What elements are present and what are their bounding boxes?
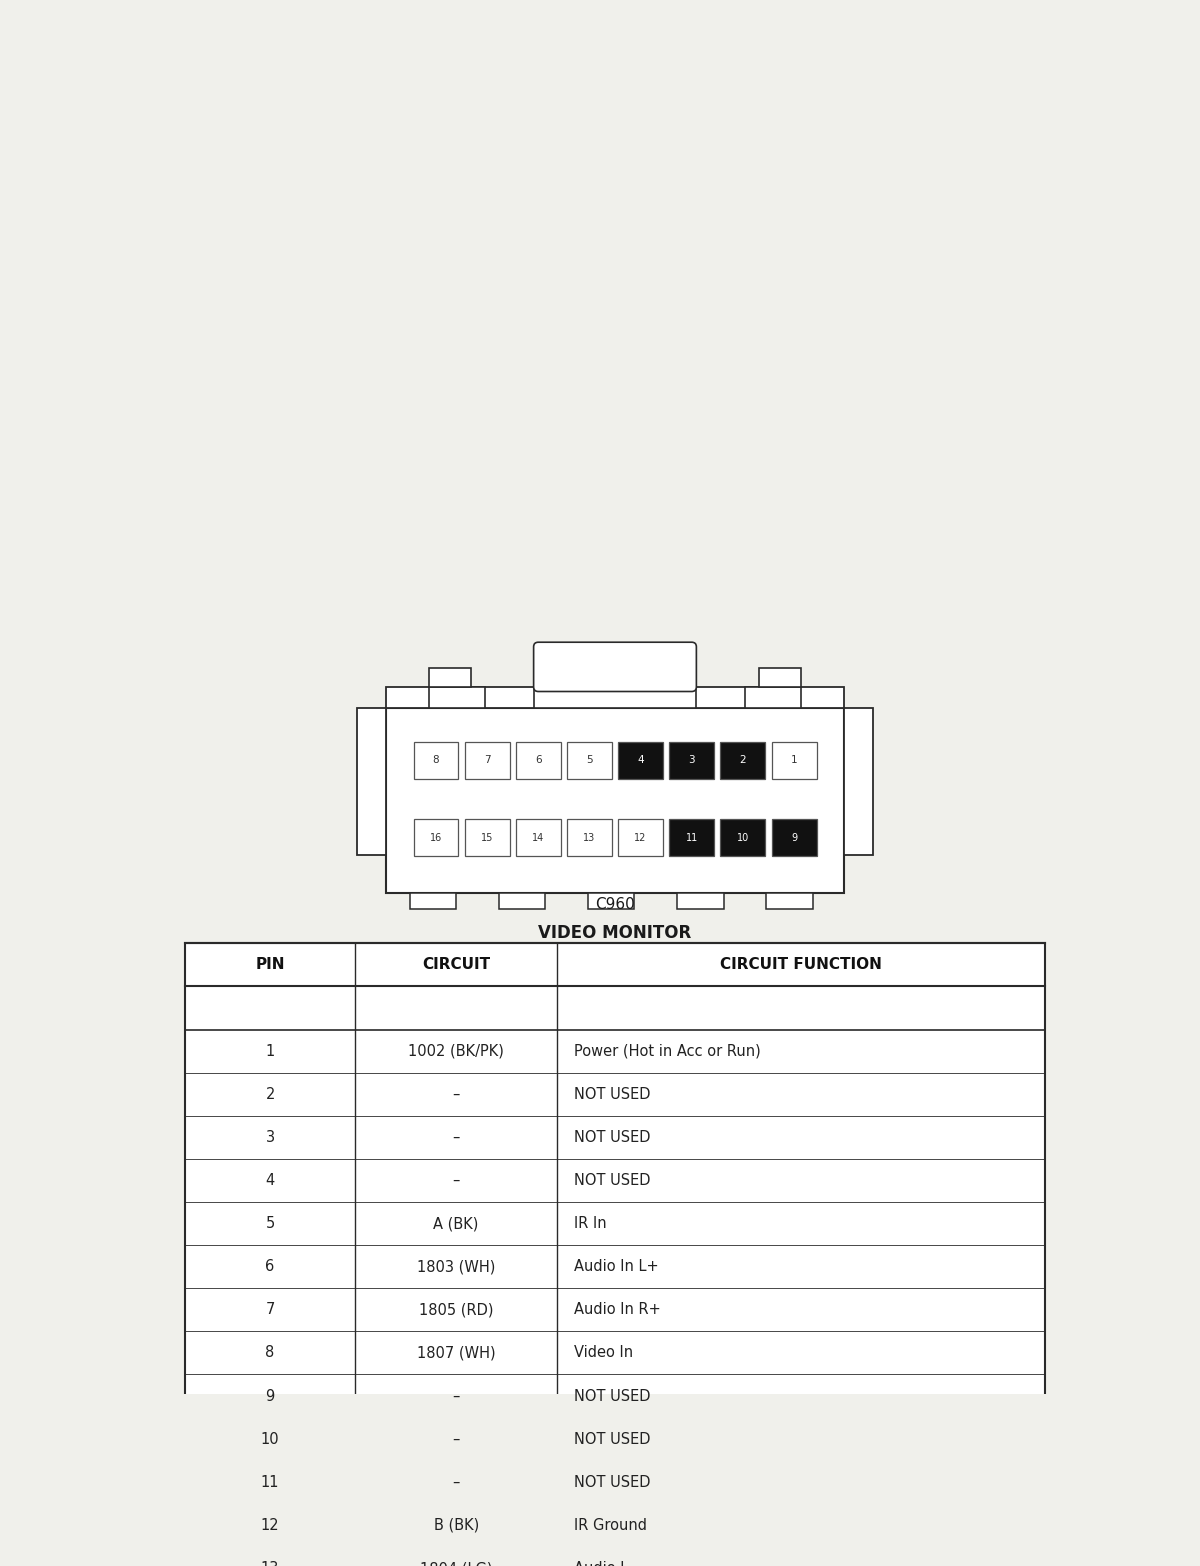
Text: –: – — [452, 1129, 460, 1145]
Bar — [414, 819, 458, 857]
Text: Audio L–: Audio L– — [574, 1561, 636, 1566]
Text: Video In: Video In — [574, 1345, 634, 1361]
Bar — [677, 893, 724, 908]
Text: 5: 5 — [586, 755, 593, 766]
Text: NOT USED: NOT USED — [574, 1389, 650, 1403]
Text: NOT USED: NOT USED — [574, 1431, 650, 1447]
Bar — [516, 819, 560, 857]
Bar — [745, 687, 802, 708]
Bar — [588, 893, 635, 908]
Bar — [499, 893, 545, 908]
Text: –: – — [452, 1431, 460, 1447]
Text: 8: 8 — [433, 755, 439, 766]
Text: 13: 13 — [260, 1561, 280, 1566]
Text: –: – — [452, 1173, 460, 1189]
Text: 2: 2 — [739, 755, 746, 766]
Text: 1804 (LG): 1804 (LG) — [420, 1561, 492, 1566]
Bar — [720, 819, 766, 857]
Text: 4: 4 — [265, 1173, 275, 1189]
Text: 11: 11 — [260, 1475, 280, 1489]
Text: IR Ground: IR Ground — [574, 1517, 647, 1533]
Text: Audio In L+: Audio In L+ — [574, 1259, 659, 1275]
Text: Power (Hot in Acc or Run): Power (Hot in Acc or Run) — [574, 1043, 761, 1059]
Text: 12: 12 — [260, 1517, 280, 1533]
Bar — [618, 742, 664, 778]
Text: 13: 13 — [583, 833, 595, 843]
FancyBboxPatch shape — [534, 642, 696, 692]
Text: VIDEO MONITOR: VIDEO MONITOR — [539, 924, 691, 943]
Text: 15: 15 — [481, 833, 493, 843]
Text: 9: 9 — [265, 1389, 275, 1403]
Text: B (BK): B (BK) — [433, 1517, 479, 1533]
Text: 11: 11 — [685, 833, 698, 843]
Bar — [534, 687, 696, 708]
Text: 5: 5 — [265, 1217, 275, 1231]
Text: 1805 (RD): 1805 (RD) — [419, 1303, 493, 1317]
Text: 6: 6 — [265, 1259, 275, 1275]
Text: 9: 9 — [791, 833, 797, 843]
Bar — [844, 708, 874, 855]
Text: 10: 10 — [737, 833, 749, 843]
Bar — [772, 742, 816, 778]
Text: –: – — [452, 1475, 460, 1489]
Text: CIRCUIT: CIRCUIT — [422, 957, 490, 972]
Text: 10: 10 — [260, 1431, 280, 1447]
Text: 8: 8 — [265, 1345, 275, 1361]
Bar — [766, 893, 812, 908]
Text: 1: 1 — [791, 755, 797, 766]
Bar — [772, 819, 816, 857]
Text: NOT USED: NOT USED — [574, 1475, 650, 1489]
Text: A (BK): A (BK) — [433, 1217, 479, 1231]
Bar — [386, 687, 844, 708]
Bar — [566, 819, 612, 857]
Text: PIN: PIN — [256, 957, 284, 972]
Text: 7: 7 — [484, 755, 491, 766]
Text: 3: 3 — [265, 1129, 275, 1145]
Text: CIRCUIT FUNCTION: CIRCUIT FUNCTION — [720, 957, 882, 972]
Bar — [516, 742, 560, 778]
Bar — [414, 742, 458, 778]
Bar — [566, 742, 612, 778]
Bar — [430, 687, 485, 708]
Bar — [670, 742, 714, 778]
Text: 1: 1 — [265, 1043, 275, 1059]
Text: 3: 3 — [689, 755, 695, 766]
Text: 1002 (BK/PK): 1002 (BK/PK) — [408, 1043, 504, 1059]
Text: NOT USED: NOT USED — [574, 1087, 650, 1102]
Text: 4: 4 — [637, 755, 644, 766]
Text: –: – — [452, 1389, 460, 1403]
Text: IR In: IR In — [574, 1217, 606, 1231]
Text: C960: C960 — [595, 897, 635, 913]
Text: 1807 (WH): 1807 (WH) — [416, 1345, 496, 1361]
Bar — [720, 742, 766, 778]
Bar — [464, 819, 510, 857]
Bar — [386, 708, 844, 893]
Text: 6: 6 — [535, 755, 541, 766]
Text: 1803 (WH): 1803 (WH) — [416, 1259, 496, 1275]
Text: 7: 7 — [265, 1303, 275, 1317]
Bar — [409, 893, 456, 908]
Text: Audio In R+: Audio In R+ — [574, 1303, 661, 1317]
Bar — [760, 669, 802, 687]
Text: NOT USED: NOT USED — [574, 1173, 650, 1189]
Bar — [464, 742, 510, 778]
Bar — [185, 943, 1045, 1566]
Bar — [670, 819, 714, 857]
Text: 14: 14 — [532, 833, 545, 843]
Text: 12: 12 — [635, 833, 647, 843]
Bar — [618, 819, 664, 857]
Bar — [356, 708, 386, 855]
Text: NOT USED: NOT USED — [574, 1129, 650, 1145]
Text: 2: 2 — [265, 1087, 275, 1102]
Bar — [430, 669, 470, 687]
Text: 16: 16 — [430, 833, 442, 843]
Text: –: – — [452, 1087, 460, 1102]
